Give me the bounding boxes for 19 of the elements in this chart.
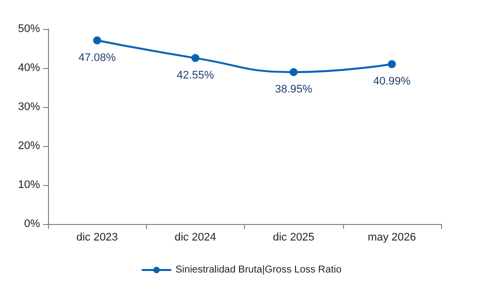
data-label: 38.95%: [274, 84, 312, 96]
point: [93, 36, 102, 44]
point: [290, 68, 298, 76]
x-tick-label: dic 2025: [272, 232, 314, 244]
data-label: 40.99%: [373, 76, 411, 88]
data-label: 42.55%: [176, 70, 214, 82]
y-tick-label: 40%: [18, 62, 40, 74]
point: [388, 60, 396, 68]
y-tick-label: 10%: [18, 179, 40, 191]
data-label: 47.08%: [78, 52, 116, 64]
x-tick-label: dic 2024: [174, 232, 216, 244]
x-tick-label: dic 2023: [76, 232, 118, 244]
y-tick-label: 0%: [24, 218, 40, 230]
x-tick-label: may 2026: [368, 232, 416, 244]
point: [191, 54, 200, 62]
y-tick-label: 20%: [18, 140, 40, 152]
legend-label: Siniestralidad Bruta|Gross Loss Ratio: [175, 264, 342, 276]
y-tick-label: 30%: [18, 101, 40, 113]
y-tick-label: 50%: [18, 23, 40, 35]
